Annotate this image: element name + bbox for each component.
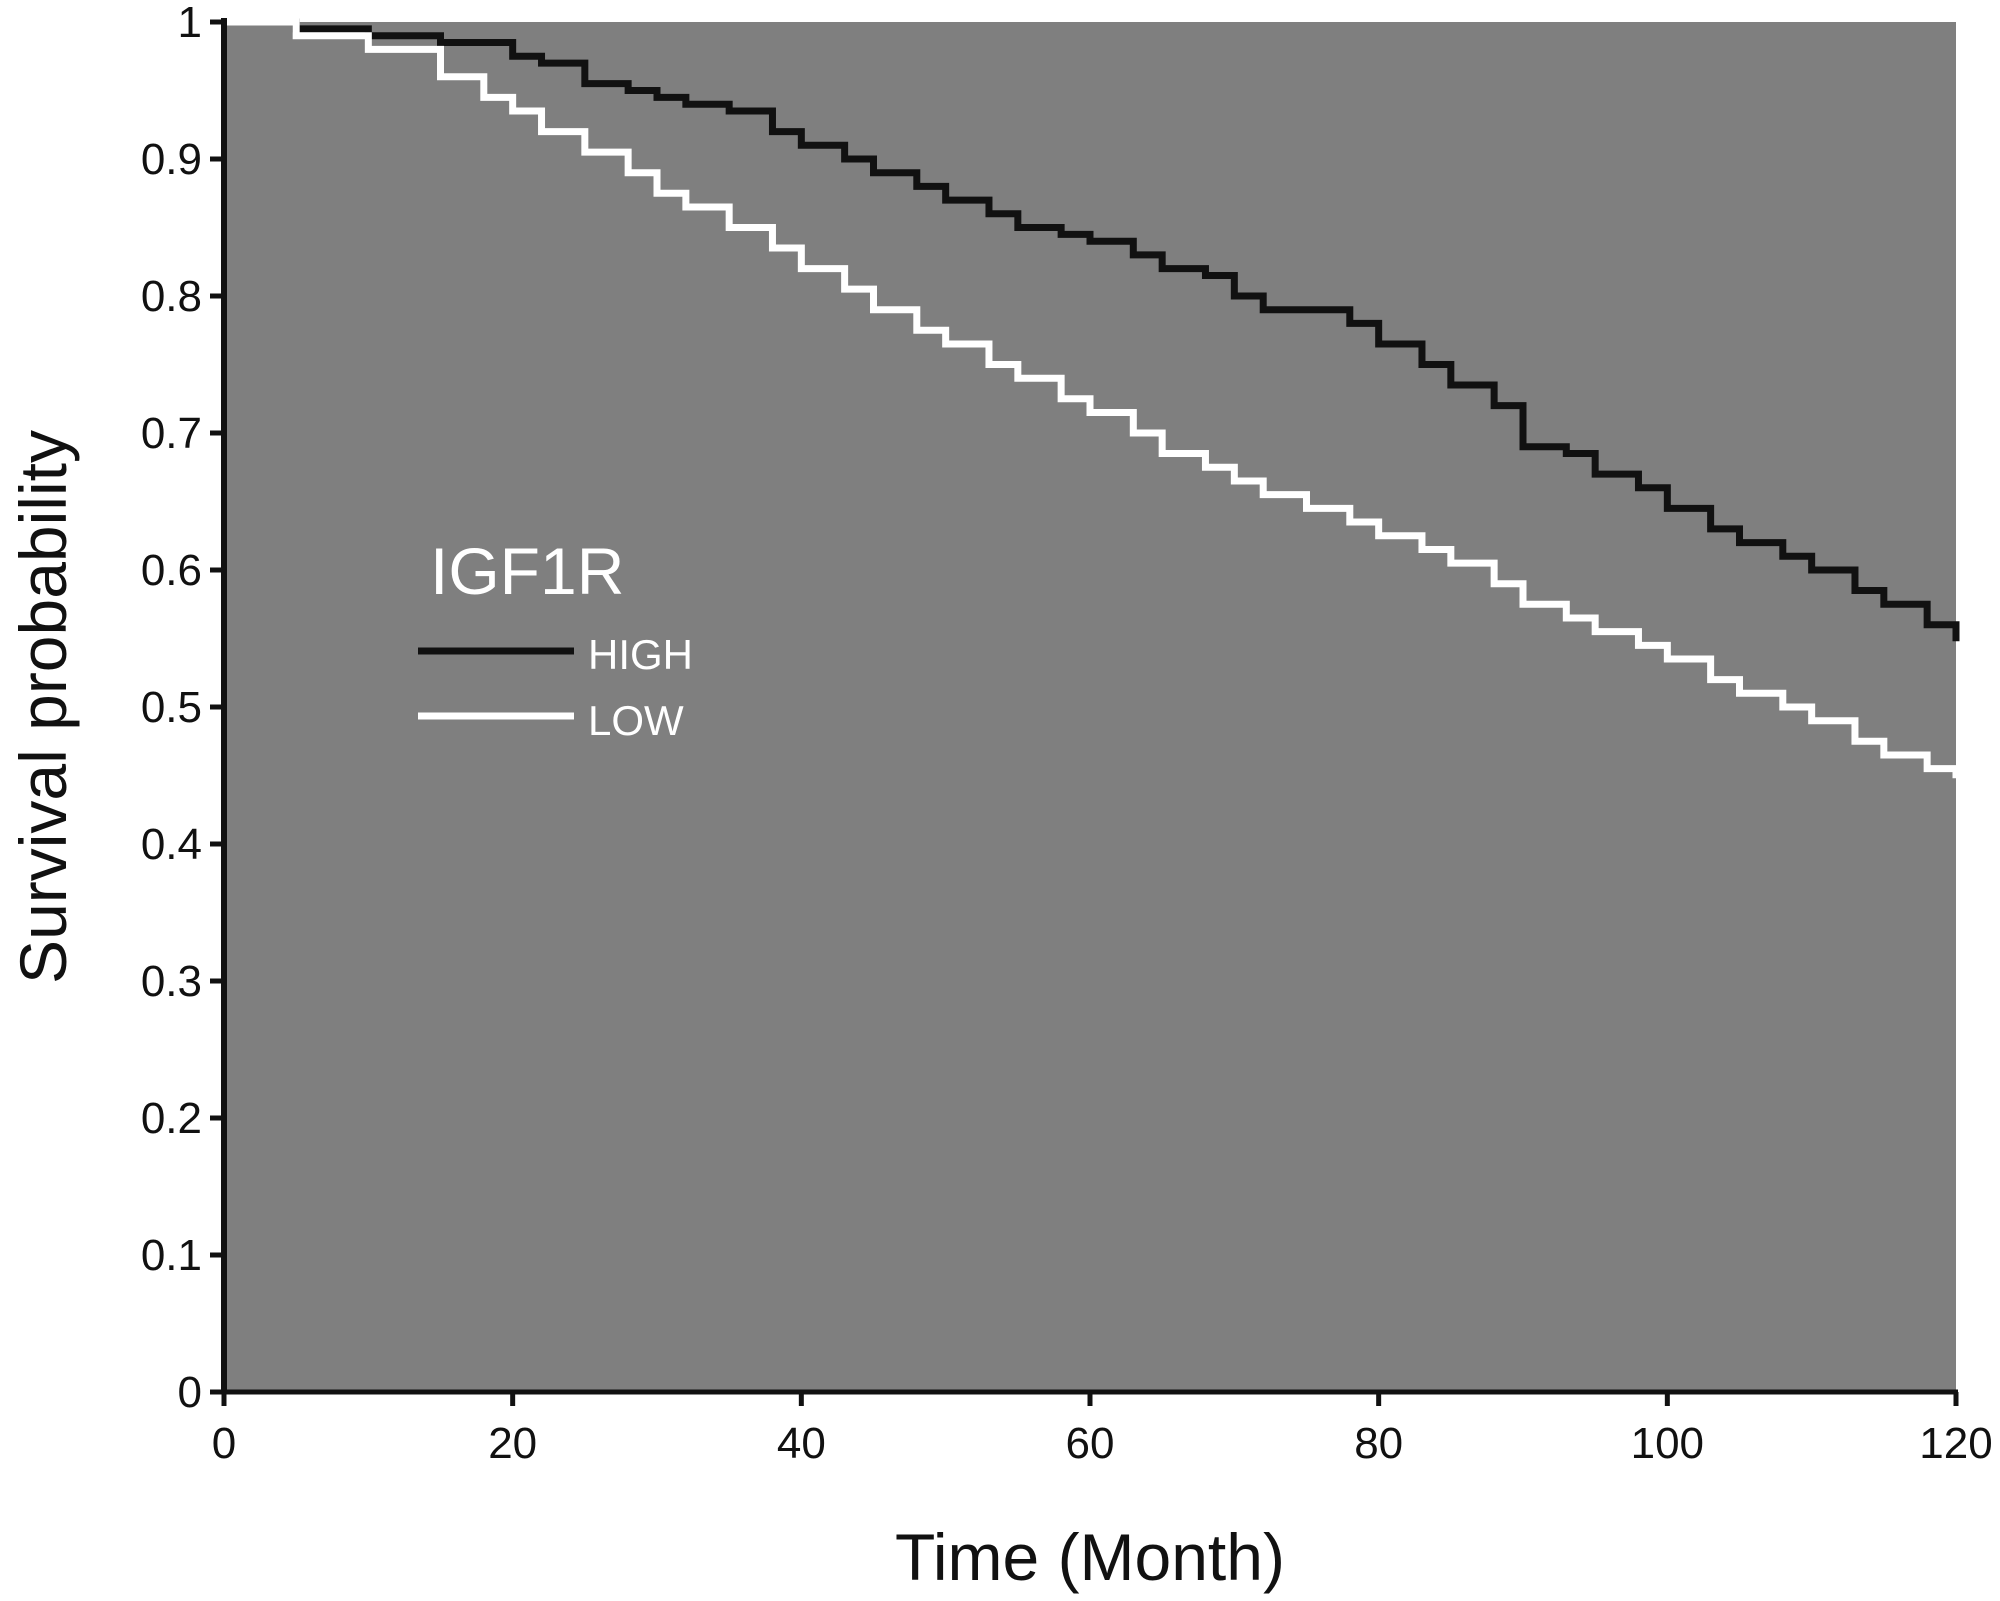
y-tick-label: 0.6 [141,546,202,595]
legend-title: IGF1R [430,534,624,608]
y-axis-title: Survival probability [6,430,80,984]
series-layer [224,18,1960,779]
x-tick-label: 100 [1631,1419,1704,1468]
x-tick-label: 0 [212,1419,236,1468]
plot-background [224,22,1956,1392]
x-axis-ticks: 0 20 40 60 80 100 120 [212,1392,1993,1468]
y-tick-label: 0.4 [141,820,202,869]
y-tick-label: 0 [178,1368,202,1417]
y-tick-label: 0.5 [141,683,202,732]
legend-label-high: HIGH [588,631,693,678]
x-tick-label: 20 [488,1419,537,1468]
legend: IGF1R HIGH LOW [418,534,693,744]
y-axis-ticks: 0 0.1 0.2 0.3 0.4 0.5 0.6 0.7 0.8 0.9 1 [141,0,224,1417]
y-tick-label: 1 [178,0,202,47]
y-tick-label: 0.8 [141,272,202,321]
y-tick-label: 0.7 [141,409,202,458]
x-tick-label: 60 [1066,1419,1115,1468]
x-tick-label: 120 [1919,1419,1992,1468]
x-tick-label: 80 [1354,1419,1403,1468]
x-axis-title: Time (Month) [895,1520,1285,1594]
x-tick-label: 40 [777,1419,826,1468]
y-tick-label: 0.9 [141,135,202,184]
series-line-low [224,18,1960,779]
legend-label-low: LOW [588,697,684,744]
y-tick-label: 0.1 [141,1231,202,1280]
y-tick-label: 0.2 [141,1094,202,1143]
y-tick-label: 0.3 [141,957,202,1006]
series-line-high [224,18,1960,642]
